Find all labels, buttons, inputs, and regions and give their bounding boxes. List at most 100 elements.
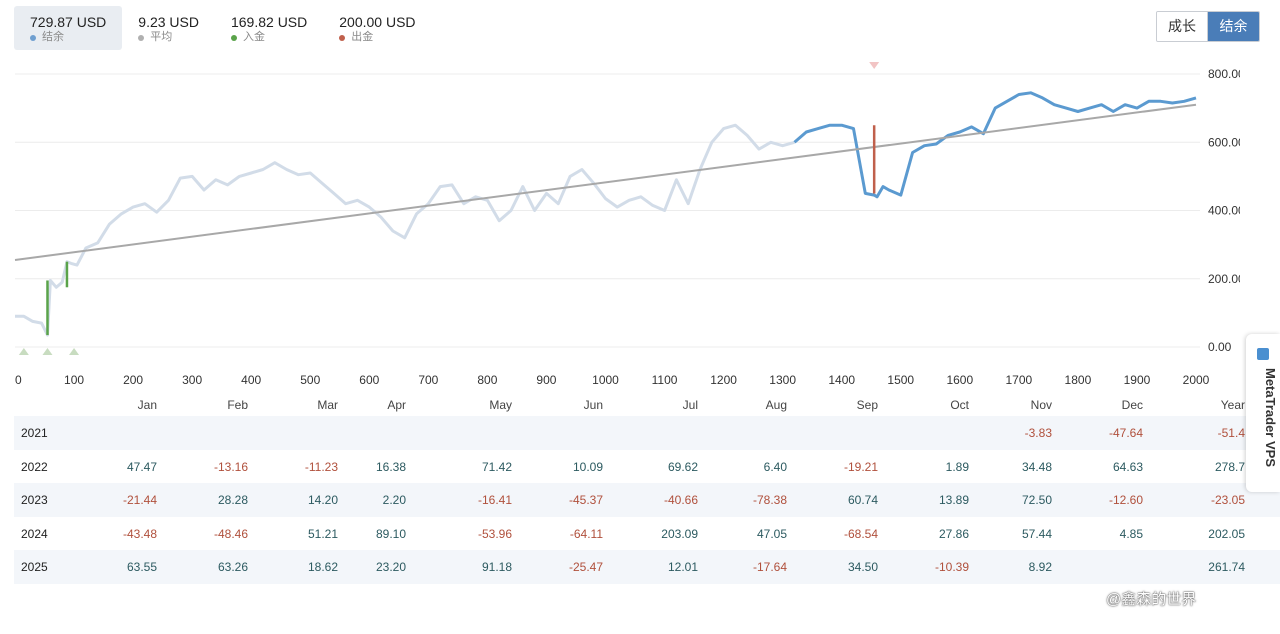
table-cell: -13.16 — [213, 459, 248, 474]
table-cell: -3.83 — [1024, 426, 1052, 440]
month-header: Year — [1220, 398, 1245, 412]
table-cell: -51.4 — [1217, 426, 1245, 440]
x-tick-label: 400 — [241, 373, 261, 387]
stat-item[interactable]: 729.87 USD 结余 — [14, 6, 123, 50]
y-axis-ticks: 0.00 200.00 400.00 600.00 800.00 — [1208, 67, 1240, 354]
table-cell: 1.89 — [945, 459, 969, 474]
table-cell: 47.05 — [756, 526, 787, 541]
x-tick-label: 2000 — [1183, 373, 1210, 387]
table-cell: 4.85 — [1119, 526, 1143, 541]
table-cell: 51.21 — [307, 526, 338, 541]
x-tick-label: 700 — [418, 373, 438, 387]
y-tick-label: 400.00 — [1208, 204, 1240, 218]
table-cell: 34.48 — [1021, 459, 1052, 474]
x-tick-label: 1300 — [769, 373, 796, 387]
table-cell: 34.50 — [847, 560, 878, 574]
table-cell: 57.44 — [1021, 526, 1052, 541]
balance-history-line — [15, 123, 795, 337]
table-cell: 14.20 — [307, 493, 338, 507]
month-header: Jun — [583, 398, 603, 412]
legend-dot-icon — [339, 34, 346, 41]
month-header: Jul — [682, 398, 698, 412]
year-label: 2022 — [21, 459, 48, 474]
monthly-returns-table: Jan Feb Mar Apr May Jun Jul Aug Sep Oct Nov Dec Year… — [14, 394, 1280, 584]
x-tick-label: 600 — [359, 373, 379, 387]
table-cell: 27.86 — [938, 526, 969, 541]
table-cell: 12.01 — [667, 560, 698, 574]
table-header: Jan Feb Mar Apr May Jun Jul Aug Sep Oct Nov Dec Year — [14, 394, 1280, 416]
stat-value: 729.87 USD — [30, 14, 107, 30]
deposit-marker-icon — [69, 348, 80, 355]
stat-label-text: 入金 — [242, 31, 265, 43]
table-cell: 91.18 — [481, 560, 512, 574]
deposit-marker-icon — [42, 348, 53, 355]
stat-label: 结余 — [30, 32, 106, 43]
x-axis-ticks: 0 100 200 300 400 500 600 700 800 900 1000 1100 1200… — [15, 373, 1210, 387]
table-cell: -40.66 — [663, 493, 698, 507]
stats-bar: 729.87 USD 结余 9.23 USD 平均 169.82 USD 入金 200.00… — [14, 6, 432, 50]
table-row: 2021 -3.83 -47.64 -51.4 — [14, 416, 1280, 450]
year-label: 2025 — [21, 560, 48, 574]
x-tick-label: 1800 — [1065, 373, 1092, 387]
x-tick-label: 200 — [123, 373, 143, 387]
table-cell: 47.47 — [126, 459, 157, 474]
chart-grid — [15, 73, 1200, 348]
y-tick-label: 200.00 — [1208, 272, 1240, 286]
table-body: 2021 -3.83 -47.64 -51.4 2022 47.47 -13.16 -11.2… — [14, 416, 1280, 584]
table-row: 2024 -43.48 -48.46 51.21 89.10 -53.96 -64.11 20… — [14, 517, 1280, 551]
balance-chart: 0 100 200 300 400 500 600 700 800 900 1000 1100 1200… — [14, 62, 1240, 387]
stat-label-text: 平均 — [150, 31, 173, 43]
month-header: Apr — [387, 398, 406, 412]
x-tick-label: 1200 — [710, 373, 737, 387]
table-cell: 203.09 — [661, 526, 698, 541]
metatrader-vps-tab[interactable]: MetaTrader VPS — [1246, 334, 1280, 492]
table-cell: -43.48 — [122, 526, 157, 541]
table-cell: 10.09 — [572, 459, 603, 474]
stat-label: 入金 — [230, 31, 307, 43]
x-tick-label: 1900 — [1124, 373, 1151, 387]
stat-item[interactable]: 169.82 USD 入金 — [215, 6, 323, 50]
watermark: @鑫森的世界 — [1106, 591, 1197, 608]
table-cell: 278.7 — [1214, 459, 1245, 474]
table-cell: 72.50 — [1021, 493, 1052, 507]
table-cell: 63.55 — [126, 560, 157, 574]
chart-markers — [18, 62, 880, 355]
table-cell: 8.92 — [1028, 560, 1052, 574]
table-cell: -45.37 — [568, 493, 603, 507]
table-cell: -19.21 — [843, 459, 878, 474]
table-cell: 28.28 — [217, 493, 248, 507]
table-cell: 89.10 — [375, 526, 406, 541]
growth-toggle-button[interactable]: 成长 — [1157, 12, 1208, 41]
y-tick-label: 600.00 — [1208, 135, 1240, 149]
table-cell: -10.39 — [934, 560, 969, 574]
balance-toggle-button[interactable]: 结余 — [1208, 12, 1259, 41]
year-label: 2021 — [21, 426, 48, 440]
stat-item[interactable]: 9.23 USD 平均 — [122, 6, 215, 50]
y-tick-label: 0.00 — [1208, 340, 1232, 354]
table-cell: -25.47 — [568, 560, 603, 574]
table-cell: -78.38 — [752, 493, 787, 507]
deposit-marker-icon — [18, 348, 29, 355]
table-cell: -64.11 — [569, 526, 603, 541]
table-cell: -17.64 — [752, 560, 787, 574]
legend-dot-icon — [30, 34, 36, 41]
chart-lines — [14, 91, 1197, 337]
table-cell: 23.20 — [375, 560, 406, 574]
x-tick-label: 1700 — [1005, 373, 1032, 387]
vps-icon — [1257, 348, 1269, 360]
year-label: 2023 — [21, 493, 48, 507]
month-header: Jan — [137, 398, 157, 412]
x-tick-label: 1600 — [946, 373, 973, 387]
x-tick-label: 1500 — [887, 373, 914, 387]
stat-item[interactable]: 200.00 USD 出金 — [323, 6, 431, 50]
table-cell: 18.62 — [307, 560, 338, 574]
x-tick-label: 0 — [15, 373, 22, 387]
legend-dot-icon — [138, 34, 145, 41]
table-cell: -48.46 — [213, 526, 248, 541]
average-line — [14, 103, 1197, 261]
table-cell: 60.74 — [847, 493, 878, 507]
month-header: Sep — [856, 398, 878, 412]
table-row: 2022 47.47 -13.16 -11.23 16.38 71.42 10.09 69.6… — [14, 450, 1280, 484]
y-tick-label: 800.00 — [1208, 67, 1240, 81]
withdrawal-marker-icon — [869, 62, 880, 69]
